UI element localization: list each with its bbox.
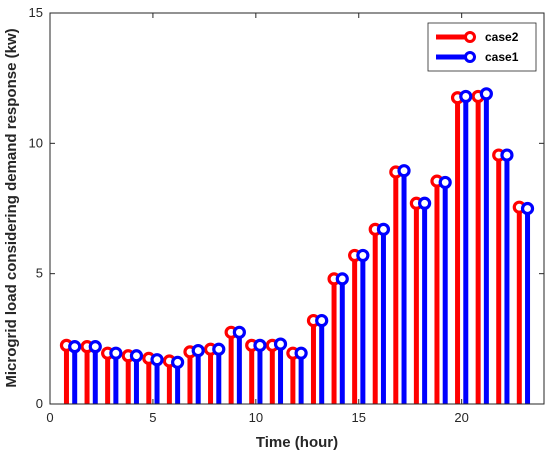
x-tick-label: 20 — [454, 410, 468, 425]
stem-marker-case1 — [294, 346, 308, 360]
stem-marker-case1 — [520, 201, 535, 216]
plot-background — [50, 13, 544, 404]
stem-marker-case1 — [356, 248, 370, 263]
x-tick-label: 0 — [46, 410, 53, 425]
stem-marker-case1 — [150, 353, 164, 367]
stem-marker-case1 — [273, 337, 288, 351]
y-tick-label: 10 — [29, 135, 43, 150]
stem-marker-case1 — [335, 272, 349, 286]
legend-label-case2: case2 — [485, 30, 519, 44]
stem-marker-case1 — [459, 89, 473, 104]
y-axis-ticks: 0 5 10 15 — [29, 5, 544, 411]
legend-box — [427, 22, 537, 72]
stem-marker-case1 — [212, 342, 226, 356]
x-tick-label: 10 — [249, 410, 263, 425]
plot-frame — [49, 12, 545, 405]
stem-marker-case1 — [479, 87, 493, 101]
y-axis-label: Microgrid load considering demand respon… — [3, 28, 20, 387]
stem-marker-case1 — [397, 164, 411, 178]
legend-marker-case1 — [464, 51, 476, 63]
x-tick-label: 15 — [352, 410, 366, 425]
stems-layer — [59, 87, 535, 404]
stem-marker-case1 — [376, 222, 391, 236]
stem-marker-case1 — [129, 349, 144, 363]
x-axis-label: Time (hour) — [256, 434, 338, 451]
legend-marker-case2 — [464, 31, 476, 43]
stem-marker-case1 — [171, 355, 185, 369]
stem-marker-case1 — [88, 340, 102, 354]
stem-marker-case1 — [500, 148, 514, 162]
legend: case2 case1 — [427, 22, 537, 72]
stem-marker-case1 — [232, 325, 246, 339]
legend-label-case1: case1 — [485, 50, 519, 64]
stem-marker-case1 — [191, 343, 205, 358]
stem-marker-case1 — [315, 313, 329, 328]
stem-marker-case1 — [418, 196, 432, 210]
y-tick-label: 0 — [36, 396, 43, 411]
stem-marker-case1 — [68, 340, 82, 354]
y-tick-label: 5 — [36, 266, 43, 281]
y-tick-label: 15 — [29, 5, 43, 20]
stem-marker-case1 — [438, 175, 452, 190]
stem-marker-case1 — [253, 338, 267, 352]
stem-marker-case1 — [109, 346, 123, 360]
x-axis-ticks: 0 5 10 15 20 — [46, 13, 469, 425]
x-tick-label: 5 — [149, 410, 156, 425]
